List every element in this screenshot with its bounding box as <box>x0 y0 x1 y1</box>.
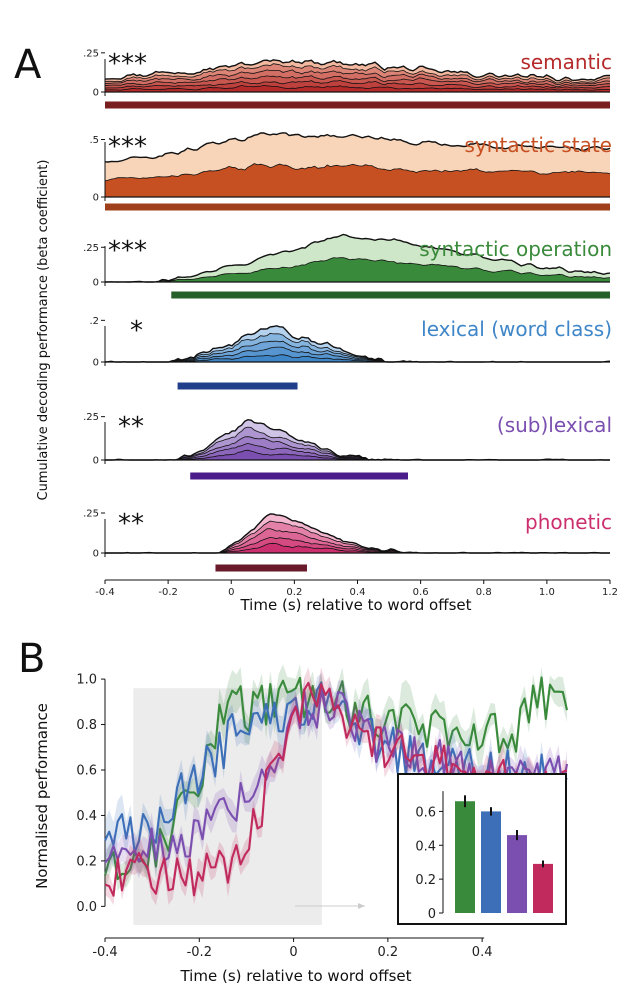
feature-label: lexical (word class) <box>421 317 612 341</box>
y-tick-label: 0 <box>93 278 99 289</box>
y-tick-label: .5 <box>89 135 99 146</box>
area-layer-outline <box>104 80 611 89</box>
inset-bar-chart: 0.6 0.4 0.2 0 <box>397 773 567 925</box>
x-tick-label: 0 <box>289 945 297 960</box>
panel-a-row: .5 0 *** syntactic state <box>89 132 612 211</box>
series-error-band <box>105 664 567 894</box>
panel-a: .250*** semantic.50*** syntactic state.250… <box>83 48 618 598</box>
panel-a-row: .25 0 *** semantic <box>83 48 612 109</box>
inset-y-tick-label: 0.6 <box>415 805 436 820</box>
inset-y-tick-label: 0.2 <box>415 873 436 888</box>
area-layer-outline <box>105 257 611 283</box>
y-tick-label: 0.8 <box>76 718 97 733</box>
y-tick-label: .25 <box>83 509 99 520</box>
significance-bar <box>171 291 610 299</box>
significance-stars: * <box>130 316 143 346</box>
area-layer-outline <box>104 75 611 88</box>
x-tick-label: 0.4 <box>350 587 366 598</box>
area-layer-outline <box>104 84 611 91</box>
inset-y-tick-label: 0 <box>428 907 436 922</box>
inset-bar <box>455 801 475 913</box>
y-tick-label: 0 <box>93 549 99 560</box>
inset-bar <box>507 835 527 913</box>
y-tick-label: 0 <box>93 358 99 369</box>
x-tick-label: 0.2 <box>378 945 399 960</box>
x-tick-label: 0.8 <box>476 587 492 598</box>
significance-stars: ** <box>118 509 144 539</box>
x-tick-label: 0.2 <box>286 587 302 598</box>
feature-label: syntactic state <box>465 133 612 157</box>
significance-bar <box>177 382 298 390</box>
feature-label: phonetic <box>525 510 612 534</box>
significance-bar <box>105 203 610 211</box>
panel-a-ylabel: Cumulative decoding performance (beta co… <box>36 160 51 501</box>
panel-a-row: .25 0 ** phonetic <box>83 509 612 572</box>
panel-a-letter: A <box>14 42 42 88</box>
panel-b-letter: B <box>18 636 45 682</box>
area-layer <box>105 528 610 553</box>
series-line <box>104 667 568 906</box>
panel-b-ylabel: Normalised performance <box>33 703 51 889</box>
feature-label: semantic <box>520 50 612 74</box>
inset-y-tick-label: 0.4 <box>415 839 436 854</box>
area-layer <box>105 450 610 460</box>
feature-label: syntactic operation <box>419 237 612 261</box>
area-layer <box>105 347 610 362</box>
y-tick-label: 0 <box>93 88 99 99</box>
area-layer <box>105 354 610 362</box>
area-layer-outline <box>104 59 611 82</box>
x-tick-label: -0.4 <box>95 587 115 598</box>
significance-bar <box>105 101 610 109</box>
y-tick-label: .25 <box>83 243 99 254</box>
feature-label: (sub)lexical <box>497 413 612 437</box>
significance-stars: *** <box>108 132 147 162</box>
x-tick-label: 1.2 <box>602 587 618 598</box>
y-tick-label: .25 <box>83 48 99 59</box>
inset-pointer-head <box>358 903 365 909</box>
inset-bar <box>533 863 553 913</box>
panel-a-xlabel: Time (s) relative to word offset <box>239 596 471 614</box>
panel-b-xlabel: Time (s) relative to word offset <box>179 967 411 985</box>
y-tick-label: 0.4 <box>76 809 97 824</box>
significance-stars: *** <box>108 49 147 79</box>
x-tick-label: 0 <box>228 587 234 598</box>
significance-stars: ** <box>118 412 144 442</box>
panel-a-row: .25 0 ** (sub)lexical <box>83 412 612 480</box>
panel-a-row: .25 0 *** syntactic operation <box>83 233 612 299</box>
area-layer <box>105 85 610 92</box>
significance-bar <box>190 472 408 480</box>
area-layer <box>105 257 610 282</box>
area-layer <box>105 341 610 362</box>
area-layer-outline <box>104 163 611 182</box>
area-layer <box>105 514 610 553</box>
x-tick-label: -0.2 <box>187 945 212 960</box>
series-mean-line <box>104 688 569 864</box>
panel-a-row: .2 0 * lexical (word class) <box>89 316 612 390</box>
significance-bar <box>215 564 307 572</box>
y-tick-label: 0.6 <box>76 764 97 779</box>
area-layer-outline <box>104 69 611 86</box>
x-tick-label: -0.2 <box>158 587 178 598</box>
series-error-band <box>105 667 567 906</box>
y-tick-label: 0 <box>93 456 99 467</box>
area-layer <box>105 521 610 553</box>
y-tick-label: 1.0 <box>76 673 97 688</box>
x-tick-label: -0.4 <box>92 945 117 960</box>
series-mean-line <box>104 681 568 897</box>
y-tick-label: 0 <box>93 193 99 204</box>
x-tick-label: 1.0 <box>539 587 555 598</box>
significance-stars: *** <box>108 236 147 266</box>
area-layer-outline <box>104 132 611 163</box>
y-tick-label: 0.2 <box>76 854 97 869</box>
y-tick-label: 0.0 <box>76 900 97 915</box>
area-layer-outline <box>104 63 611 84</box>
inset-bar <box>481 811 501 913</box>
x-tick-label: 0.4 <box>472 945 493 960</box>
y-tick-label: .25 <box>83 412 99 423</box>
panel-b: 0.00.20.40.60.81.0-0.4 -0.2 0 0.2 0.40.60.40… <box>76 664 569 960</box>
area-layer-outline <box>104 233 611 283</box>
x-tick-label: 0.6 <box>413 587 429 598</box>
y-tick-label: .2 <box>89 316 99 327</box>
